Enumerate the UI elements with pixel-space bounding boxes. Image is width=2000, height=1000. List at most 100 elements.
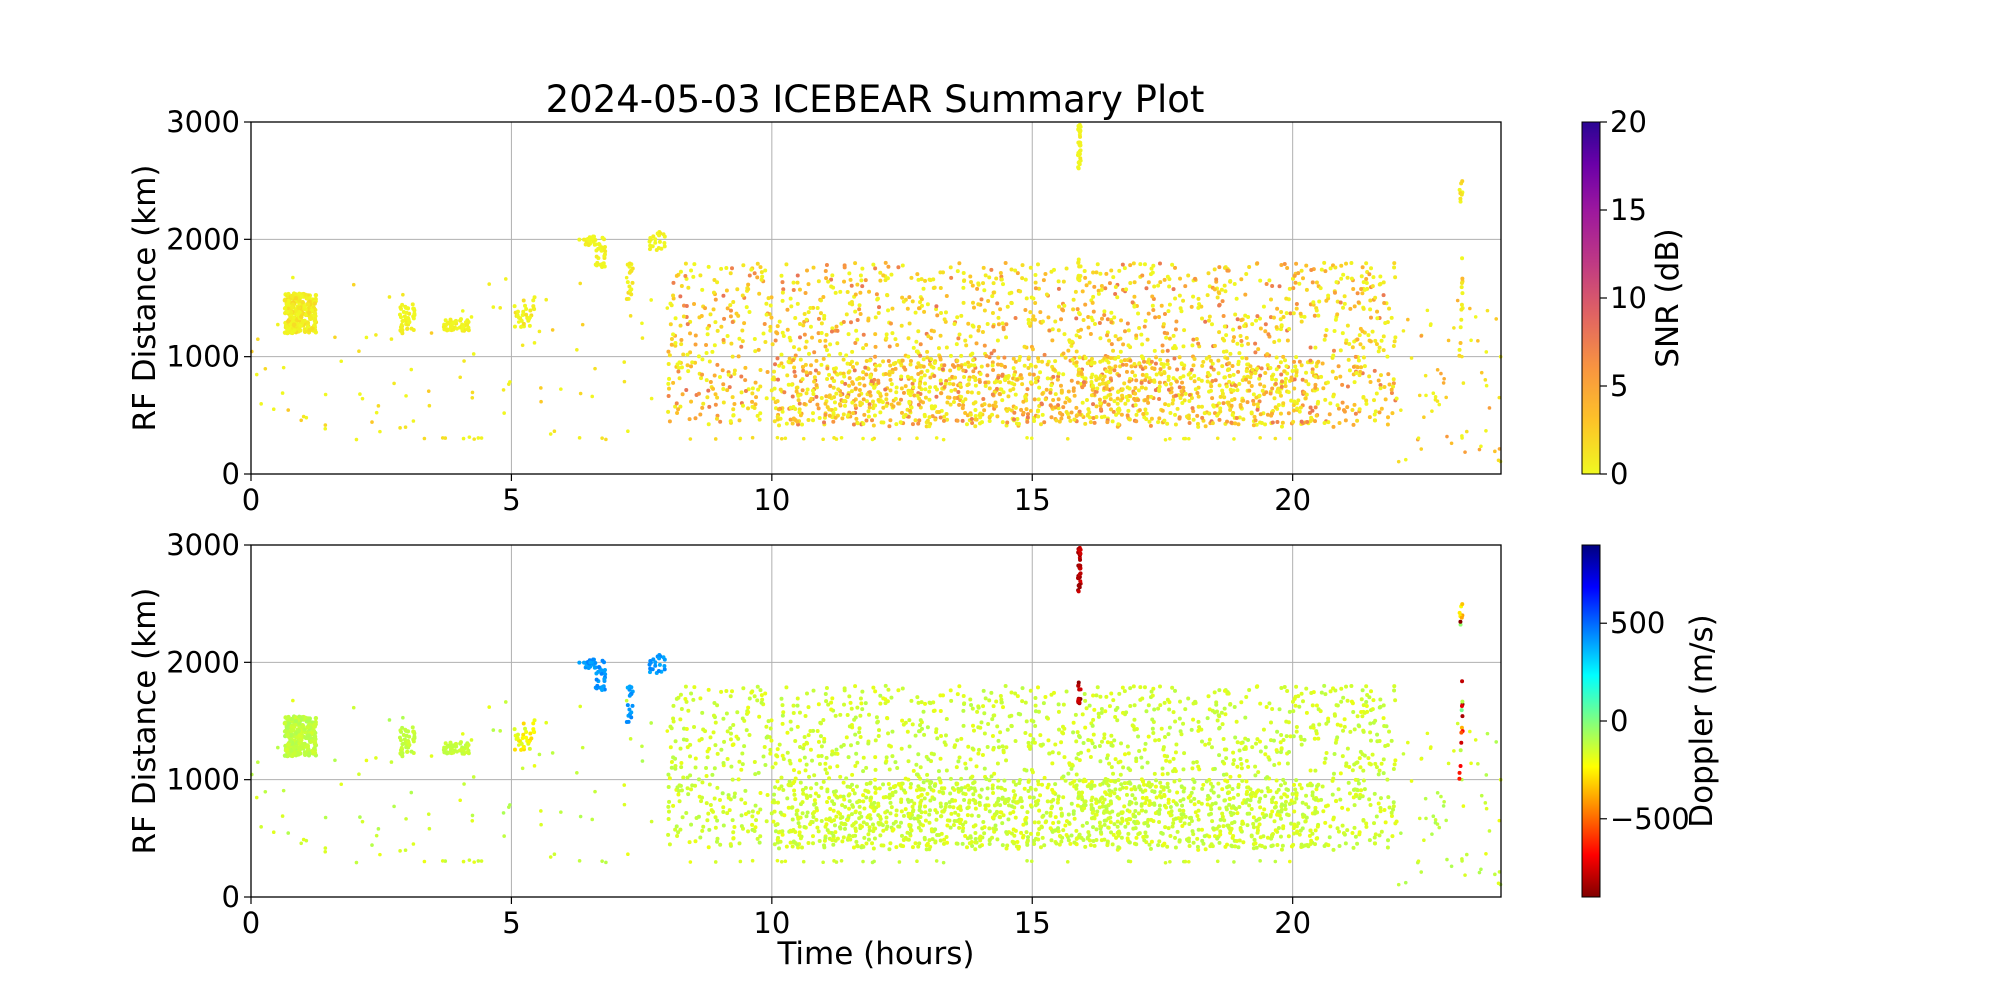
snr-point xyxy=(933,404,938,409)
snr-point xyxy=(711,290,716,295)
snr-point xyxy=(965,413,970,418)
snr-point xyxy=(1288,311,1293,316)
doppler-point xyxy=(1132,727,1137,732)
snr-point xyxy=(603,249,608,254)
snr-point xyxy=(1271,315,1276,320)
doppler-point xyxy=(1022,786,1027,791)
snr-point xyxy=(1013,405,1018,410)
snr-point xyxy=(1077,355,1082,360)
doppler-point xyxy=(1098,694,1103,699)
doppler-point xyxy=(976,751,981,756)
snr-point xyxy=(1287,436,1292,441)
doppler-point xyxy=(893,819,898,824)
snr-point xyxy=(1294,401,1299,406)
doppler-point xyxy=(1332,752,1337,757)
doppler-point xyxy=(1172,779,1177,784)
snr-point xyxy=(890,306,895,311)
doppler-point xyxy=(876,734,881,739)
snr-point xyxy=(786,359,791,364)
snr-point xyxy=(599,248,604,253)
snr-point xyxy=(1076,125,1081,130)
snr-point xyxy=(1270,283,1275,288)
snr-point xyxy=(1156,283,1161,288)
snr-point xyxy=(838,351,843,356)
snr-point xyxy=(1309,415,1314,420)
doppler-point xyxy=(989,774,994,779)
snr-point xyxy=(1179,392,1184,397)
snr-point xyxy=(1343,418,1348,423)
doppler-point xyxy=(853,684,858,689)
snr-point xyxy=(1476,339,1480,343)
snr-point xyxy=(1297,359,1302,364)
snr-point xyxy=(1360,329,1365,334)
snr-point xyxy=(1341,408,1346,413)
doppler-point xyxy=(1355,714,1360,719)
doppler-point xyxy=(1196,847,1201,852)
doppler-point xyxy=(1285,688,1290,693)
snr-point xyxy=(1104,271,1109,276)
snr-point xyxy=(753,380,758,385)
snr-point xyxy=(1274,367,1279,372)
snr-point xyxy=(1305,420,1310,425)
snr-point xyxy=(282,330,288,335)
snr-point xyxy=(333,335,337,340)
snr-point xyxy=(1250,367,1255,372)
snr-point xyxy=(858,273,863,278)
snr-point xyxy=(813,368,818,373)
doppler-point xyxy=(835,751,840,756)
snr-point xyxy=(1074,405,1079,410)
doppler-point xyxy=(1347,791,1352,796)
snr-point xyxy=(784,262,789,267)
doppler-point xyxy=(1338,771,1343,776)
snr-point xyxy=(596,246,601,251)
doppler-point xyxy=(1196,817,1201,822)
doppler-point xyxy=(1372,821,1377,826)
snr-point xyxy=(1319,267,1324,272)
snr-point xyxy=(1177,355,1182,360)
doppler-point xyxy=(1144,709,1149,714)
snr-point xyxy=(927,389,932,394)
doppler-point xyxy=(1113,714,1118,719)
snr-point xyxy=(959,313,964,318)
snr-point xyxy=(1124,287,1129,292)
snr-point xyxy=(933,385,938,390)
snr-point xyxy=(1330,369,1335,374)
doppler-point xyxy=(1005,727,1010,732)
snr-point xyxy=(1279,384,1284,389)
snr-point xyxy=(1186,416,1191,421)
doppler-point xyxy=(1381,771,1386,776)
doppler-point xyxy=(1220,811,1225,816)
doppler-point xyxy=(1146,703,1151,708)
snr-point xyxy=(1457,347,1462,352)
doppler-point xyxy=(1032,740,1037,745)
doppler-point xyxy=(1134,756,1139,761)
snr-point xyxy=(1239,339,1244,344)
snr-point xyxy=(1090,383,1095,388)
doppler-point xyxy=(1136,811,1141,816)
doppler-point xyxy=(927,700,932,705)
snr-point xyxy=(1124,362,1129,367)
snr-point xyxy=(1093,374,1098,379)
snr-point xyxy=(827,353,832,358)
snr-point xyxy=(734,311,739,316)
snr-point xyxy=(708,379,713,384)
doppler-point xyxy=(1020,699,1025,704)
snr-point xyxy=(1291,286,1296,291)
snr-point xyxy=(1115,295,1120,300)
snr-point xyxy=(1302,314,1307,319)
snr-point xyxy=(1043,397,1048,402)
snr-point xyxy=(776,407,781,412)
snr-point xyxy=(1222,265,1227,270)
snr-point xyxy=(1294,370,1299,375)
doppler-point xyxy=(1091,732,1096,737)
snr-point xyxy=(465,327,470,332)
snr-point xyxy=(1281,315,1286,320)
doppler-point xyxy=(1324,721,1329,726)
snr-point xyxy=(1275,419,1280,424)
doppler-point xyxy=(1342,724,1347,729)
doppler-point xyxy=(1204,779,1209,784)
snr-point xyxy=(985,373,990,378)
doppler-point xyxy=(1286,834,1291,839)
doppler-point xyxy=(784,685,789,690)
doppler-point xyxy=(954,765,959,770)
